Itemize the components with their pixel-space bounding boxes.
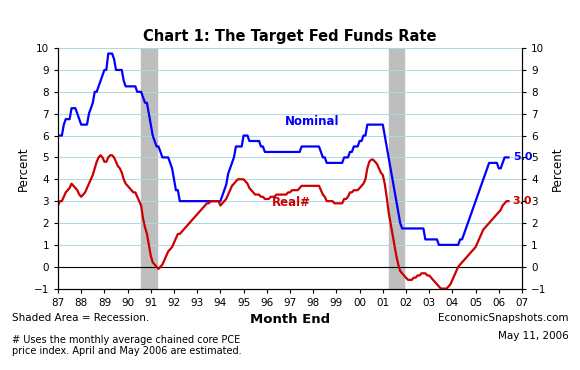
Text: # Uses the monthly average chained core PCE
price index. April and May 2006 are : # Uses the monthly average chained core … <box>12 335 241 356</box>
Text: 3.0: 3.0 <box>513 196 532 206</box>
Text: May 11, 2006: May 11, 2006 <box>498 331 568 341</box>
Text: Nominal: Nominal <box>285 115 340 128</box>
Title: Chart 1: The Target Fed Funds Rate: Chart 1: The Target Fed Funds Rate <box>143 29 437 44</box>
Y-axis label: Percent: Percent <box>16 146 30 191</box>
Text: 5.0: 5.0 <box>513 152 532 162</box>
Text: Month End: Month End <box>250 313 330 326</box>
Y-axis label: Percent: Percent <box>550 146 564 191</box>
Text: Shaded Area = Recession.: Shaded Area = Recession. <box>12 313 149 323</box>
Bar <box>141 48 157 289</box>
Bar <box>389 48 404 289</box>
Text: Real#: Real# <box>271 195 310 209</box>
Text: EconomicSnapshots.com: EconomicSnapshots.com <box>438 313 568 323</box>
